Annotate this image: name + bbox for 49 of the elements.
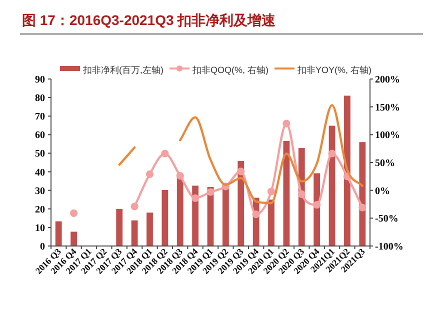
- point: [176, 172, 184, 180]
- point: [267, 188, 276, 196]
- y2-tick-label: 0%: [375, 186, 390, 197]
- bar: [268, 200, 274, 246]
- bar: [70, 232, 77, 246]
- point: [161, 150, 169, 158]
- y-tick-label: 20: [35, 204, 45, 216]
- point: [237, 168, 245, 176]
- bar: [131, 220, 138, 246]
- y-tick-label: 60: [35, 130, 45, 142]
- point: [298, 190, 306, 198]
- bar: [222, 188, 229, 246]
- bar: [283, 140, 290, 246]
- legend-label: 扣非YOY(%, 右轴): [296, 65, 372, 75]
- point: [328, 150, 336, 158]
- y2-tick-label: 100%: [375, 130, 400, 142]
- y2-tick-label: -50%: [375, 214, 398, 225]
- point: [192, 194, 200, 202]
- y-tick-label: 80: [35, 93, 45, 104]
- y-tick-label: 30: [35, 186, 45, 197]
- y2-tick-label: 50%: [375, 158, 395, 169]
- y2-tick-label: 150%: [375, 102, 400, 114]
- y-tick-label: 50: [35, 148, 45, 160]
- point: [313, 201, 321, 209]
- legend-label: 扣非QOQ(%, 右轴): [192, 65, 268, 75]
- bar: [344, 96, 350, 246]
- bar: [116, 208, 123, 246]
- y-tick-label: 40: [35, 167, 45, 178]
- legend-label: 扣非净利(百万,左轴): [82, 65, 164, 75]
- y-tick-label: 0: [40, 242, 45, 252]
- y2-tick-label: 200%: [375, 74, 400, 86]
- y2-tick-label: -100%: [375, 242, 404, 252]
- bar: [176, 177, 184, 246]
- y-tick-label: 90: [35, 74, 45, 86]
- point: [70, 209, 78, 217]
- bar: [55, 221, 62, 246]
- chart-title: 图 17：2016Q3-2021Q3 扣非净利及增速: [22, 12, 277, 28]
- point: [358, 204, 366, 212]
- point: [252, 210, 260, 218]
- point: [282, 120, 290, 128]
- bar: [192, 186, 199, 246]
- y-tick-label: 70: [35, 112, 45, 123]
- y-tick-label: 10: [35, 222, 45, 234]
- bar: [359, 142, 366, 246]
- point: [146, 170, 154, 178]
- point: [206, 188, 214, 196]
- bar: [162, 190, 168, 246]
- bar: [146, 212, 153, 246]
- point: [130, 202, 138, 210]
